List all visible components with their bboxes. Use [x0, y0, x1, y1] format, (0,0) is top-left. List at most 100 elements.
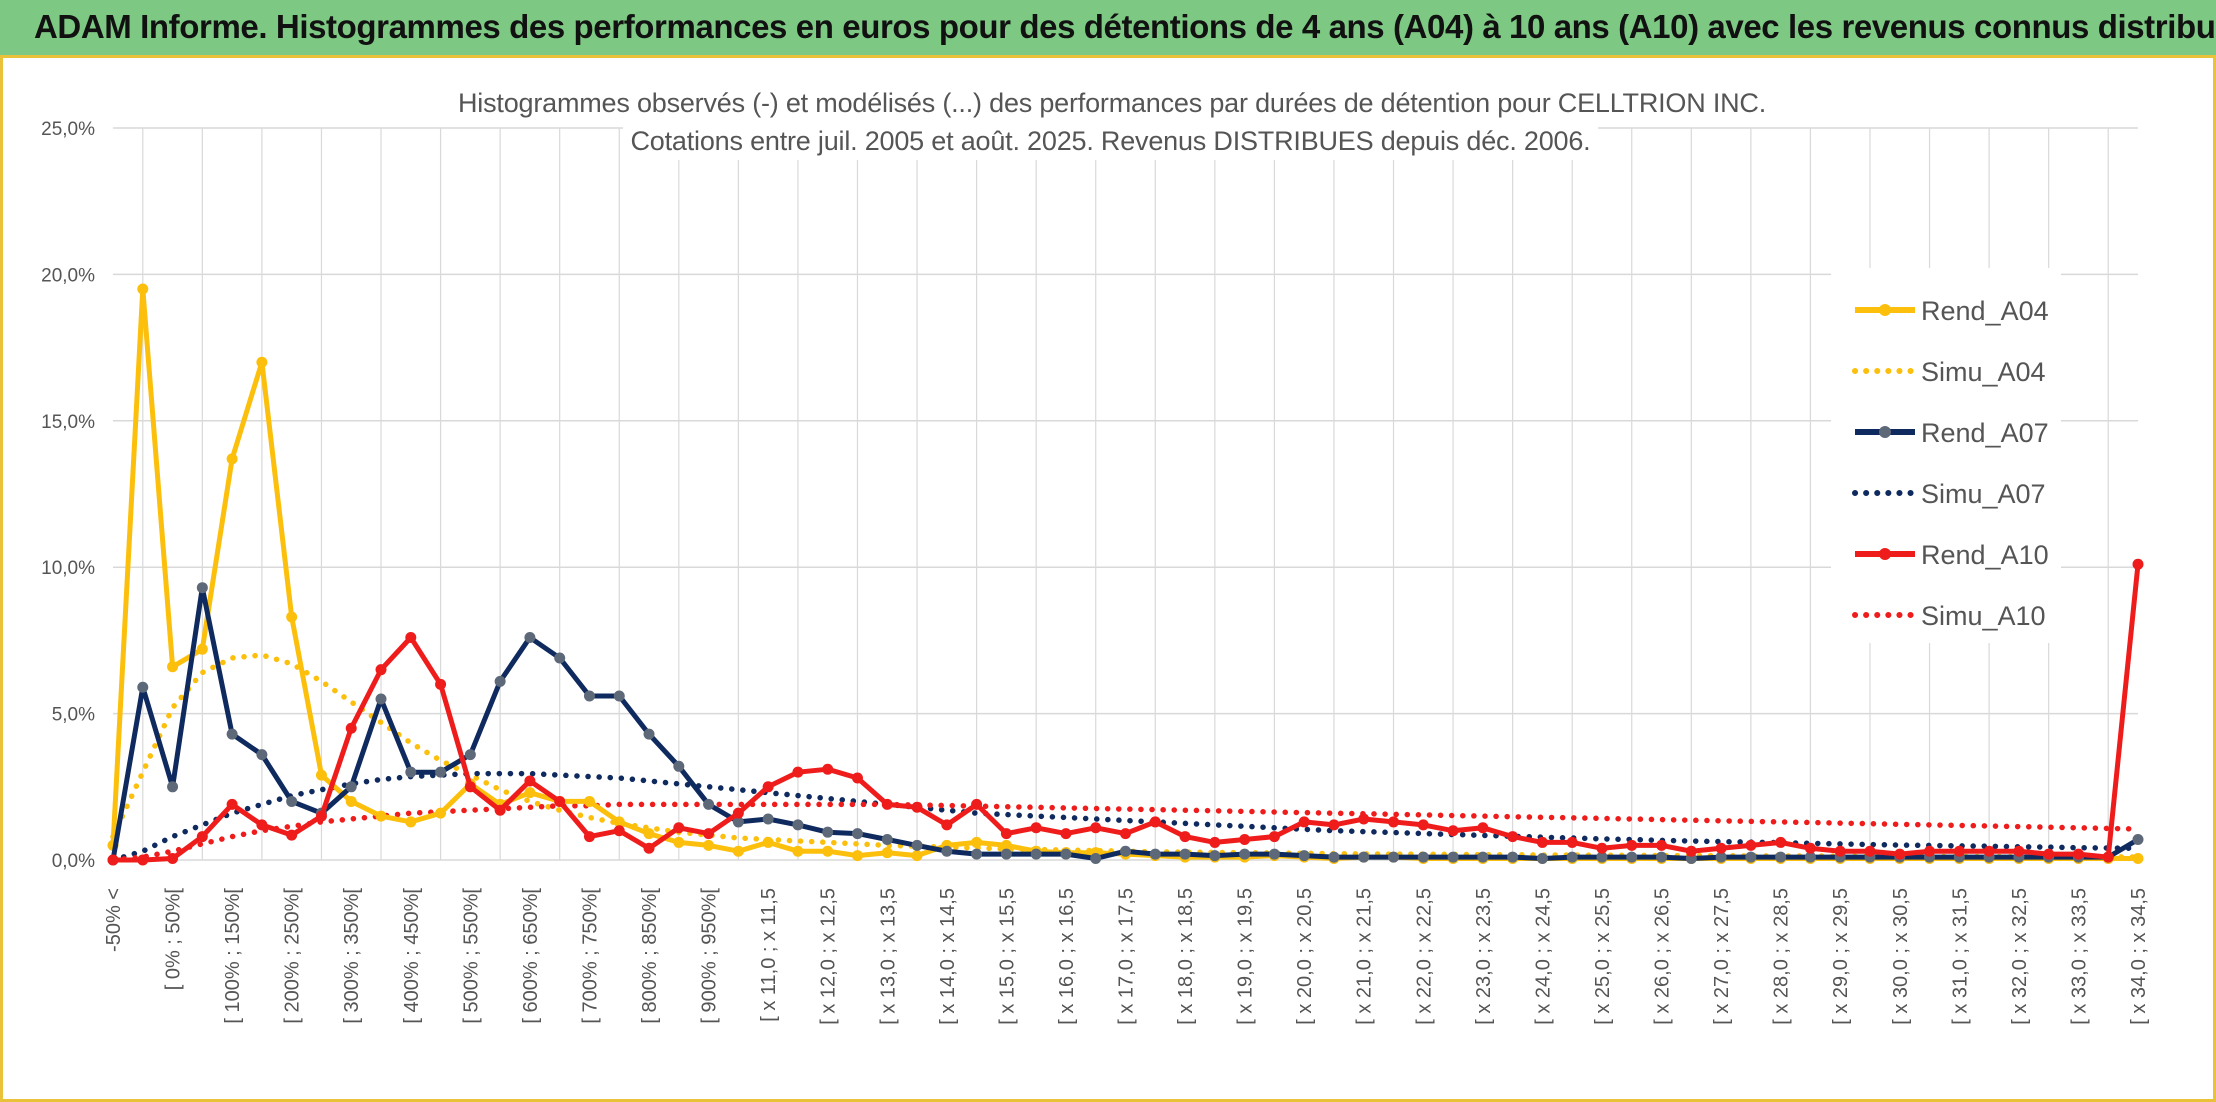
- data-point: [137, 854, 149, 866]
- x-axis: -50% < [ 0% ; 50%[ [ 100% ; 150%[ [ 200% ; …: [103, 888, 2150, 1025]
- data-point: [435, 678, 447, 690]
- data-point: [1358, 813, 1370, 825]
- data-point: [643, 728, 655, 740]
- legend: Rend_A04 Simu_A04 Rend_A07 Simu_A07 Rend_A10…: [1831, 268, 2061, 643]
- data-point: [1030, 822, 1042, 834]
- x-tick-label: [ 0% ; 50%[: [163, 888, 185, 991]
- data-point: [1358, 851, 1370, 863]
- legend-entry-Rend_A04: Rend_A04: [1855, 296, 2049, 326]
- data-point: [822, 826, 834, 838]
- x-tick-label: [ 500% ; 550%[: [460, 888, 482, 1024]
- data-point: [226, 453, 238, 465]
- data-point: [583, 795, 595, 807]
- data-point: [1090, 853, 1102, 865]
- data-point: [494, 804, 506, 816]
- legend-marker: [1879, 548, 1891, 560]
- data-point: [2043, 848, 2055, 860]
- data-point: [2132, 853, 2144, 865]
- data-point: [673, 822, 685, 834]
- data-point: [762, 813, 774, 825]
- x-tick-label: [ x 22,0 ; x 22,5: [1413, 888, 1435, 1025]
- x-tick-label: [ x 19,0 ; x 19,5: [1235, 888, 1257, 1025]
- data-point: [1566, 836, 1578, 848]
- data-point: [792, 766, 804, 778]
- data-point: [196, 831, 208, 843]
- data-point: [762, 781, 774, 793]
- data-point: [851, 772, 863, 784]
- data-point: [1209, 836, 1221, 848]
- data-point: [1626, 839, 1638, 851]
- data-point: [196, 582, 208, 594]
- data-point: [1120, 828, 1131, 840]
- x-tick-label: [ x 16,0 ; x 16,5: [1056, 888, 1078, 1025]
- data-point: [703, 798, 715, 810]
- x-tick-label: [ x 27,0 ; x 27,5: [1711, 888, 1733, 1025]
- x-tick-label: [ 200% ; 250%[: [282, 888, 304, 1024]
- x-tick-label: [ x 14,0 ; x 14,5: [937, 888, 959, 1025]
- data-point: [1328, 851, 1340, 863]
- legend-entry-Rend_A07: Rend_A07: [1855, 418, 2049, 448]
- x-tick-label: [ x 21,0 ; x 21,5: [1354, 888, 1376, 1025]
- data-point: [524, 787, 536, 799]
- data-point: [1566, 851, 1578, 863]
- data-point: [435, 766, 447, 778]
- data-point: [1924, 845, 1936, 857]
- data-point: [1328, 819, 1340, 831]
- legend-label: Rend_A04: [1921, 296, 2049, 326]
- data-point: [1715, 851, 1727, 863]
- data-point: [732, 816, 744, 828]
- data-point: [911, 850, 923, 862]
- data-point: [1477, 851, 1489, 863]
- data-point: [167, 781, 179, 793]
- data-point: [137, 681, 149, 693]
- x-tick-label: [ x 26,0 ; x 26,5: [1652, 888, 1674, 1025]
- data-point: [583, 690, 595, 702]
- series-line-Simu_A04: [110, 652, 2141, 860]
- y-tick-label: 0,0%: [52, 851, 95, 872]
- x-tick-label: [ 700% ; 750%[: [579, 888, 601, 1024]
- data-point: [1239, 834, 1251, 846]
- data-point: [1477, 822, 1489, 834]
- x-tick-label: [ x 13,0 ; x 13,5: [877, 888, 899, 1025]
- legend-marker: [1879, 304, 1891, 316]
- data-point: [524, 775, 536, 787]
- data-point: [643, 842, 655, 854]
- data-point: [1298, 816, 1310, 828]
- data-point: [1388, 851, 1400, 863]
- x-tick-label: [ x 29,0 ; x 29,5: [1830, 888, 1852, 1025]
- data-point: [554, 652, 566, 664]
- x-tick-label: [ x 23,0 ; x 23,5: [1473, 888, 1495, 1025]
- data-point: [494, 675, 506, 687]
- data-point: [1060, 828, 1072, 840]
- x-tick-label: [ x 12,0 ; x 12,5: [818, 888, 840, 1025]
- legend-entry-Simu_A07: Simu_A07: [1852, 479, 2046, 509]
- data-point: [911, 839, 923, 851]
- data-point: [435, 807, 447, 819]
- data-point: [345, 781, 357, 793]
- x-tick-label: -50% <: [103, 888, 125, 952]
- data-point: [703, 828, 715, 840]
- data-point: [881, 798, 893, 810]
- y-tick-label: 20,0%: [41, 265, 95, 286]
- data-point: [1417, 819, 1429, 831]
- chart: 0,0% 5,0% 10,0% 15,0% 20,0% 25,0% -50% < [ 0% …: [41, 119, 2150, 1025]
- data-point: [971, 836, 983, 848]
- data-point: [1745, 851, 1757, 863]
- series-line-Simu_A10: [110, 801, 2141, 863]
- x-tick-label: [ 100% ; 150%[: [222, 888, 244, 1024]
- data-point: [1298, 850, 1310, 862]
- data-point: [167, 661, 179, 673]
- title-banner: ADAM Informe. Histogrammes des performan…: [0, 0, 2216, 58]
- data-point: [107, 854, 119, 866]
- data-point: [1239, 848, 1251, 860]
- data-point: [1864, 845, 1876, 857]
- data-point: [1894, 848, 1906, 860]
- data-point: [1536, 853, 1548, 865]
- legend-entry-Simu_A04: Simu_A04: [1852, 357, 2046, 387]
- data-point: [673, 760, 685, 772]
- data-point: [881, 834, 893, 846]
- data-point: [375, 810, 387, 822]
- data-point: [315, 769, 327, 781]
- data-point: [315, 810, 327, 822]
- x-tick-label: [ 900% ; 950%[: [699, 888, 721, 1024]
